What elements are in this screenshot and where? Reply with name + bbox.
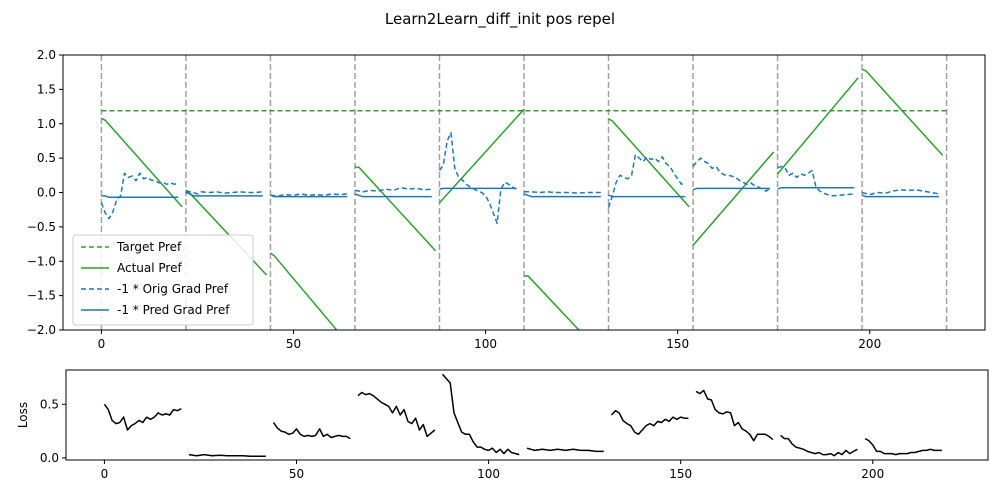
series-1-pred-grad-pref-segment-4 [439, 187, 517, 190]
series-loss-segment-4 [441, 373, 520, 456]
y-tick-label-6: 1.0 [37, 117, 56, 131]
series-1-orig-grad-pref-segment-2 [270, 193, 348, 197]
series-1-orig-grad-pref-segment-5 [524, 191, 601, 194]
bottom-y-ticks: 0.0 0.5 [40, 397, 66, 465]
legend-label-actual-pref: Actual Pref [117, 261, 182, 275]
series-1-pred-grad-pref-segment-7 [692, 187, 770, 191]
loss-axis-label: Loss [16, 402, 30, 428]
series-loss-segment-8 [780, 434, 858, 457]
series-loss-segment-6 [610, 409, 689, 436]
series-actual-pref-segment-0 [101, 117, 183, 208]
legend-label-target-pref: Target Pref [116, 240, 182, 254]
x-tick-label-150: 150 [669, 467, 692, 481]
y-tick-label-1: 0.5 [40, 397, 59, 411]
series-1-orig-grad-pref-segment-7 [692, 157, 771, 192]
series-loss-segment-1 [188, 453, 266, 458]
series-1-pred-grad-pref-segment-9 [861, 194, 939, 198]
bottom-axes-frame [65, 369, 989, 461]
series-1-orig-grad-pref-segment-8 [777, 165, 855, 197]
series-actual-pref-segment-4 [438, 108, 525, 204]
top-y-ticks: −2.0 −1.5 −1.0 −0.5 0.0 0.5 1.0 1.5 2.0 [27, 48, 63, 337]
series-1-pred-grad-pref-segment-3 [354, 193, 432, 198]
top-x-ticks: 0 50 100 150 200 [98, 330, 881, 351]
series-actual-pref-segment-7 [692, 151, 775, 246]
x-tick-label-200: 200 [858, 337, 881, 351]
x-tick-label-100: 100 [474, 337, 497, 351]
series-actual-pref-segment-5 [523, 274, 580, 330]
y-tick-label-4: 0.0 [37, 186, 56, 200]
x-tick-label-100: 100 [477, 467, 500, 481]
series-1-pred-grad-pref-segment-5 [523, 193, 601, 198]
x-tick-label-150: 150 [666, 337, 689, 351]
series-actual-pref-segment-6 [608, 118, 690, 208]
x-tick-label-50: 50 [286, 337, 301, 351]
series-actual-pref-segment-9 [861, 68, 944, 156]
y-tick-label-2: −1.0 [27, 254, 56, 268]
series-loss-segment-3 [357, 391, 436, 438]
bottom-x-ticks: 0 50 100 150 200 [101, 460, 884, 481]
legend-box [72, 234, 254, 326]
top-axes: 0 50 100 150 200 −2.0 −1.5 −1.0 −0.5 0.0 0.5 1.0 1.… [27, 48, 986, 351]
series-1-pred-grad-pref-segment-8 [777, 186, 855, 190]
y-tick-label-1: −1.5 [27, 289, 56, 303]
legend: Target Pref Actual Pref -1 * Orig Grad P… [72, 234, 254, 326]
series-actual-pref-segment-2 [270, 252, 338, 330]
series-1-orig-grad-pref-segment-0 [100, 172, 179, 220]
series-1-orig-grad-pref-segment-9 [861, 189, 940, 196]
series-loss-segment-9 [864, 437, 942, 456]
y-tick-label-0: −2.0 [27, 323, 56, 337]
bottom-plot-area [103, 373, 942, 458]
series-loss-segment-5 [526, 447, 604, 453]
series-loss-segment-0 [103, 403, 182, 431]
x-tick-label-0: 0 [101, 467, 109, 481]
y-tick-label-5: 0.5 [37, 151, 56, 165]
series-actual-pref-segment-8 [777, 77, 859, 175]
chart-title: Learn2Learn_diff_init pos repel [385, 10, 615, 29]
bottom-axes: 0 50 100 150 200 0.0 0.5 Loss [16, 369, 989, 481]
legend-label-orig-grad: -1 * Orig Grad Pref [117, 282, 229, 296]
y-tick-label-7: 1.5 [37, 82, 56, 96]
series-1-orig-grad-pref-segment-4 [438, 131, 517, 225]
y-tick-label-8: 2.0 [37, 48, 56, 62]
x-tick-label-50: 50 [289, 467, 304, 481]
series-1-pred-grad-pref-segment-0 [101, 195, 179, 199]
series-1-pred-grad-pref-segment-6 [608, 194, 686, 198]
x-tick-label-0: 0 [98, 337, 106, 351]
y-tick-label-0: 0.0 [40, 451, 59, 465]
series-1-orig-grad-pref-segment-3 [354, 186, 432, 193]
series-loss-segment-2 [272, 422, 351, 440]
y-tick-label-3: −0.5 [27, 220, 56, 234]
series-1-orig-grad-pref-segment-6 [607, 153, 686, 208]
top-plot-area [100, 68, 947, 330]
series-actual-pref-segment-3 [355, 166, 437, 252]
x-tick-label-200: 200 [861, 467, 884, 481]
series-1-orig-grad-pref-segment-1 [185, 189, 263, 195]
series-loss-segment-7 [695, 389, 774, 442]
series-1-pred-grad-pref-segment-1 [185, 191, 263, 197]
legend-label-pred-grad: -1 * Pred Grad Pref [117, 303, 230, 317]
series-1-pred-grad-pref-segment-2 [270, 194, 348, 198]
